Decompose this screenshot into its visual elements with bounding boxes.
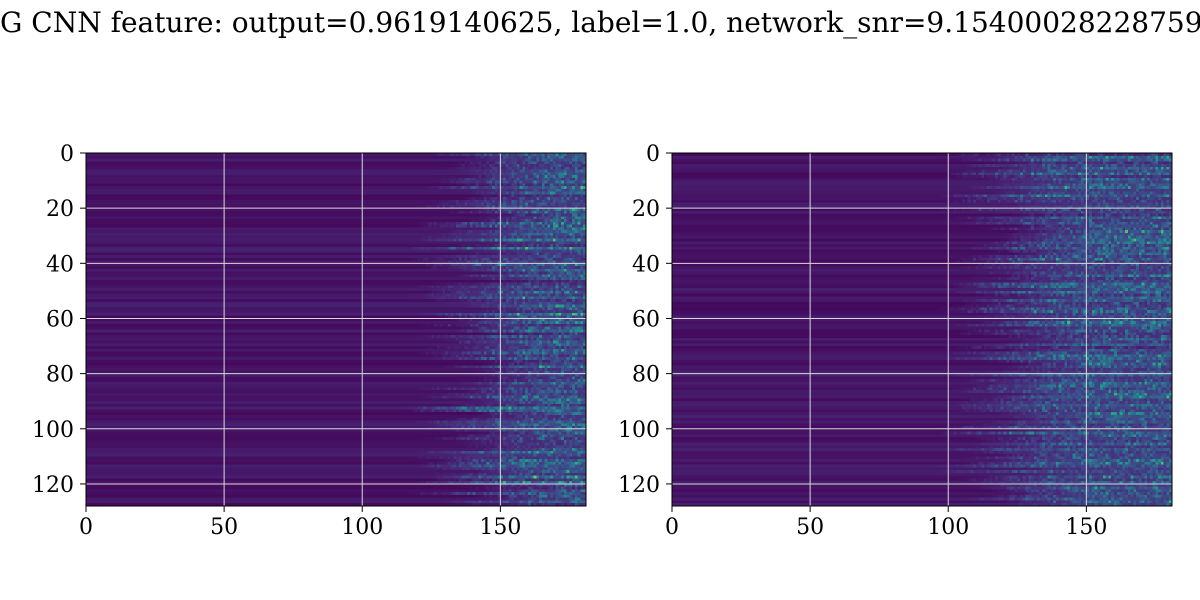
x-tick-label: 50 [210, 515, 238, 540]
y-tick-label: 20 [46, 197, 74, 222]
axes-frame [85, 152, 587, 507]
y-tick-label: 60 [632, 307, 660, 332]
x-tick-label: 0 [79, 515, 93, 540]
y-tick-label: 120 [618, 473, 660, 498]
x-tick-label: 150 [479, 515, 521, 540]
y-tick-label: 120 [32, 473, 74, 498]
axes-frame [671, 152, 1173, 507]
y-tick-label: 20 [632, 197, 660, 222]
x-tick-label: 150 [1065, 515, 1107, 540]
y-tick-label: 0 [646, 142, 660, 167]
y-tick-label: 80 [632, 363, 660, 388]
x-tick-label: 50 [796, 515, 824, 540]
y-tick-label: 40 [46, 252, 74, 277]
y-tick-label: 100 [618, 418, 660, 443]
figure-title: G CNN feature: output=0.9619140625, labe… [0, 6, 1200, 39]
y-tick-label: 80 [46, 363, 74, 388]
x-tick-label: 0 [665, 515, 679, 540]
heatmap-image [86, 153, 586, 506]
x-tick-label: 100 [927, 515, 969, 540]
heatmap-panel-2: 0 50 100 150 0 20 40 60 80 100 120 [618, 142, 1173, 540]
y-tick-label: 0 [60, 142, 74, 167]
y-tick-label: 100 [32, 418, 74, 443]
heatmap-panel-1: 0 50 100 150 0 20 40 60 80 100 120 [32, 142, 587, 540]
y-tick-label: 40 [632, 252, 660, 277]
y-tick-label: 60 [46, 307, 74, 332]
x-tick-label: 100 [341, 515, 383, 540]
heatmap-image [672, 153, 1172, 506]
